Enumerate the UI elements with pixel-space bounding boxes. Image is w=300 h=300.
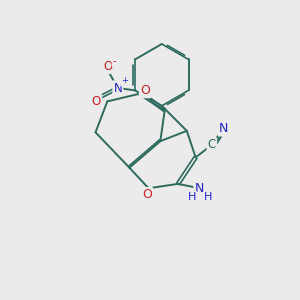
Text: N: N [114,82,122,94]
Text: O: O [92,95,101,108]
Text: N: N [194,182,204,195]
Text: +: + [121,76,128,85]
Text: H: H [204,192,212,202]
Text: -: - [112,56,116,66]
Text: H: H [188,192,196,202]
Text: C: C [208,139,216,152]
Text: N: N [219,122,228,135]
Text: O: O [142,188,152,201]
Text: O: O [140,84,150,97]
Text: O: O [103,60,112,73]
